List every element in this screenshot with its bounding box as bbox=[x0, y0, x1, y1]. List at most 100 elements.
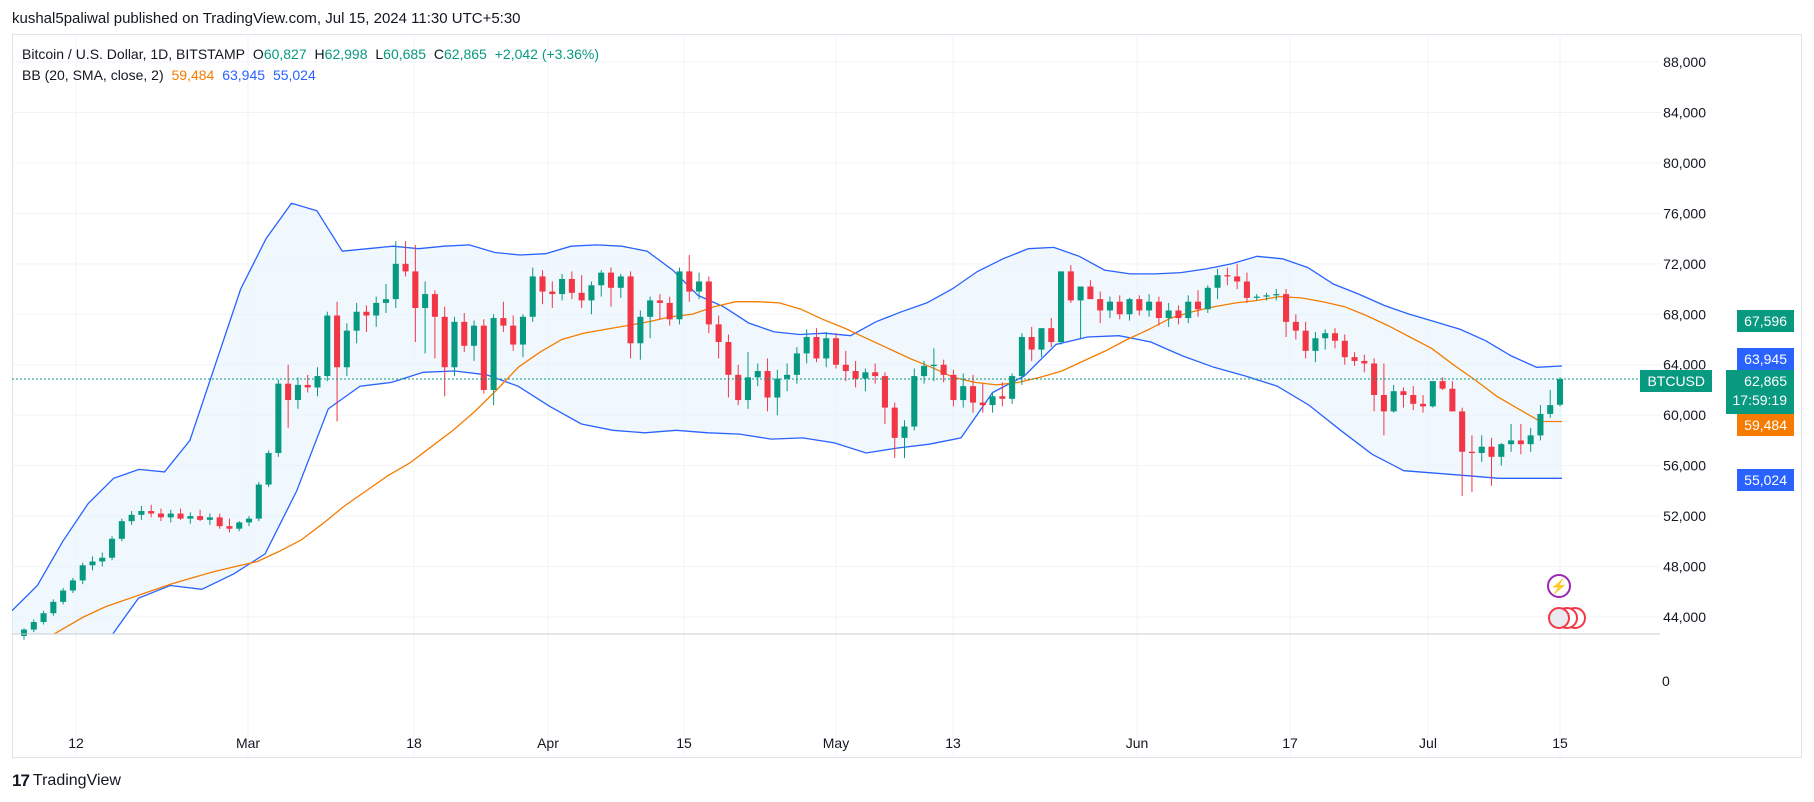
candle-body bbox=[461, 321, 468, 346]
candle-body bbox=[187, 516, 194, 519]
candle-body bbox=[510, 325, 517, 345]
prior-level-badge: 67,596 bbox=[1737, 310, 1794, 332]
candle-body bbox=[1009, 376, 1016, 399]
candle-body bbox=[1468, 451, 1475, 454]
us-flag-event-icon-3[interactable] bbox=[1548, 607, 1570, 629]
bb-basis-value: 59,484 bbox=[171, 67, 215, 83]
candle-body bbox=[999, 396, 1006, 399]
candle-body bbox=[1185, 301, 1192, 319]
candle-body bbox=[343, 330, 350, 368]
last-price-value: 62,865 bbox=[1744, 373, 1787, 389]
candle-body bbox=[1136, 299, 1143, 311]
candle-body bbox=[1224, 275, 1231, 277]
tradingview-logo-icon[interactable]: 17 bbox=[12, 771, 30, 790]
y-tick-label: 48,000 bbox=[1663, 559, 1706, 575]
open-value: 60,827 bbox=[263, 46, 307, 62]
candle-body bbox=[725, 342, 732, 375]
candle-body bbox=[950, 374, 957, 401]
candle-body bbox=[412, 271, 419, 308]
candle-body bbox=[1038, 328, 1045, 350]
bb-indicator-title[interactable]: BB (20, SMA, close, 2) bbox=[22, 67, 164, 83]
candle-body bbox=[1116, 301, 1123, 315]
candle-body bbox=[30, 622, 37, 630]
candles bbox=[20, 241, 1564, 640]
candle-body bbox=[138, 511, 145, 515]
candle-body bbox=[441, 316, 448, 368]
candle-body bbox=[539, 276, 546, 292]
x-tick-label: 18 bbox=[406, 735, 422, 751]
candle-body bbox=[79, 565, 86, 581]
candle-body bbox=[1322, 333, 1329, 339]
candle-body bbox=[529, 276, 536, 317]
bar-countdown: 17:59:19 bbox=[1732, 392, 1788, 408]
publisher-line: kushal5paliwal published on TradingView.… bbox=[12, 10, 521, 27]
candle-body bbox=[1380, 395, 1387, 412]
candle-body bbox=[226, 526, 233, 529]
candle-body bbox=[872, 372, 879, 377]
candle-body bbox=[1302, 330, 1309, 351]
candle-body bbox=[1419, 403, 1427, 407]
candle-body bbox=[764, 371, 771, 398]
candle-body bbox=[1556, 379, 1564, 405]
chart-frame[interactable] bbox=[12, 34, 1802, 758]
candle-body bbox=[128, 514, 135, 522]
symbol-badge[interactable]: BTCUSD bbox=[1640, 370, 1712, 392]
candle-body bbox=[1253, 296, 1260, 298]
bb-upper-badge: 63,945 bbox=[1737, 348, 1794, 370]
candle-body bbox=[285, 383, 292, 401]
lightning-event-icon[interactable] bbox=[1547, 574, 1571, 598]
candle-body bbox=[832, 338, 840, 365]
candle-body bbox=[1097, 299, 1104, 311]
candle-body bbox=[50, 601, 57, 614]
candle-body bbox=[921, 365, 928, 377]
x-tick-label: 15 bbox=[676, 735, 692, 751]
tradingview-logo-text[interactable]: TradingView bbox=[32, 772, 121, 789]
candle-body bbox=[588, 285, 595, 301]
candle-body bbox=[1351, 357, 1358, 361]
candle-body bbox=[1390, 391, 1397, 412]
candle-body bbox=[89, 561, 96, 566]
y-tick-label: 64,000 bbox=[1663, 357, 1706, 373]
candle-body bbox=[304, 384, 311, 388]
candle-body bbox=[744, 377, 752, 401]
candle-body bbox=[1517, 440, 1524, 445]
candle-body bbox=[960, 386, 967, 401]
candle-body bbox=[265, 453, 272, 485]
candle-body bbox=[1410, 395, 1417, 404]
candle-body bbox=[559, 278, 566, 295]
candle-body bbox=[275, 383, 282, 454]
candle-body bbox=[1087, 286, 1094, 300]
candle-body bbox=[1361, 360, 1368, 364]
candle-body bbox=[1459, 411, 1466, 452]
candle-body bbox=[823, 338, 830, 359]
candle-body bbox=[1449, 388, 1456, 412]
candle-body bbox=[197, 516, 204, 520]
candle-body bbox=[363, 311, 370, 316]
candle-body bbox=[431, 294, 438, 317]
candle-body bbox=[1214, 275, 1221, 288]
candle-body bbox=[99, 557, 106, 562]
candle-body bbox=[1331, 333, 1339, 341]
candle-body bbox=[754, 371, 761, 378]
y-tick-label: 52,000 bbox=[1663, 508, 1706, 524]
candle-body bbox=[1058, 271, 1065, 343]
candle-body bbox=[911, 376, 918, 427]
y-tick-label: 44,000 bbox=[1663, 609, 1706, 625]
symbol-legend-row: Bitcoin / U.S. Dollar, 1D, BITSTAMP O60,… bbox=[22, 44, 603, 65]
x-tick-label: Jun bbox=[1126, 735, 1149, 751]
candle-body bbox=[1028, 336, 1035, 350]
last-price-badge: 62,865 17:59:19 bbox=[1725, 370, 1794, 414]
candle-body bbox=[578, 292, 585, 301]
candle-body bbox=[519, 316, 526, 345]
candle-body bbox=[666, 302, 673, 320]
high-value: 62,998 bbox=[324, 46, 368, 62]
candle-body bbox=[1165, 310, 1172, 319]
candle-body bbox=[979, 402, 986, 406]
bb-fill bbox=[12, 203, 1562, 634]
candle-body bbox=[1283, 294, 1290, 322]
candle-body bbox=[881, 376, 888, 408]
open-label: O bbox=[252, 46, 264, 62]
symbol-title[interactable]: Bitcoin / U.S. Dollar, 1D, BITSTAMP bbox=[22, 46, 246, 62]
bands-clipped bbox=[12, 202, 1563, 634]
